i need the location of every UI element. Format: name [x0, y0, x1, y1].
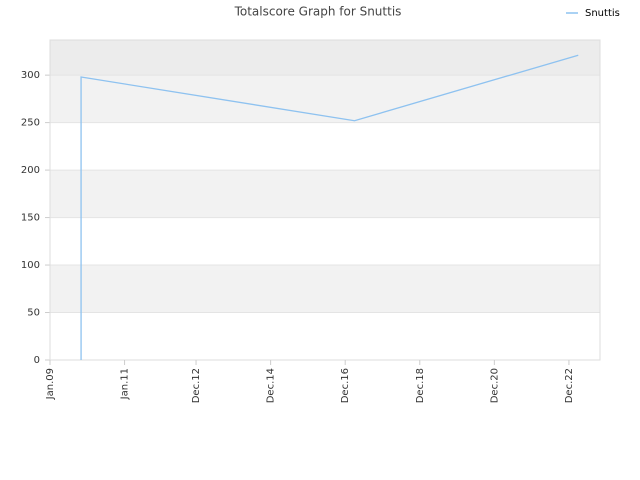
x-tick-label: Dec.16 — [340, 368, 351, 403]
legend-label: Snuttis — [585, 8, 620, 19]
plot-band — [50, 217, 600, 266]
plot-band — [50, 170, 600, 218]
y-tick-label: 0 — [34, 355, 40, 366]
chart-title: Totalscore Graph for Snuttis — [234, 5, 402, 19]
line-series — [80, 54, 579, 360]
y-tick-label: 50 — [27, 308, 40, 319]
plot-band — [50, 265, 600, 313]
plot-band — [50, 122, 600, 171]
plot-band — [50, 75, 600, 123]
x-tick-label: Jan.09 — [45, 368, 56, 400]
y-tick-label: 100 — [21, 260, 40, 271]
y-tick-label: 200 — [21, 165, 40, 176]
plot-band — [50, 312, 600, 360]
y-tick-label: 250 — [21, 118, 40, 129]
x-tick-label: Dec.20 — [489, 368, 500, 403]
y-tick-label: 150 — [21, 213, 40, 224]
y-tick-label: 300 — [21, 70, 40, 81]
x-tick-label: Dec.14 — [266, 368, 277, 403]
plot-band — [50, 40, 600, 76]
x-tick-label: Dec.12 — [191, 368, 202, 403]
plot-border — [49, 39, 601, 361]
x-tick-label: Dec.18 — [415, 368, 426, 403]
x-tick-label: Dec.22 — [564, 368, 575, 403]
x-tick-label: Jan.11 — [120, 368, 131, 400]
